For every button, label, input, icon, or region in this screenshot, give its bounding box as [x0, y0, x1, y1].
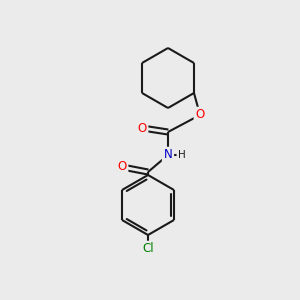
Text: O: O [137, 122, 147, 134]
Text: O: O [195, 109, 205, 122]
Text: O: O [117, 160, 127, 173]
Text: Cl: Cl [142, 242, 154, 256]
Text: H: H [178, 150, 186, 160]
Text: N: N [164, 148, 172, 161]
